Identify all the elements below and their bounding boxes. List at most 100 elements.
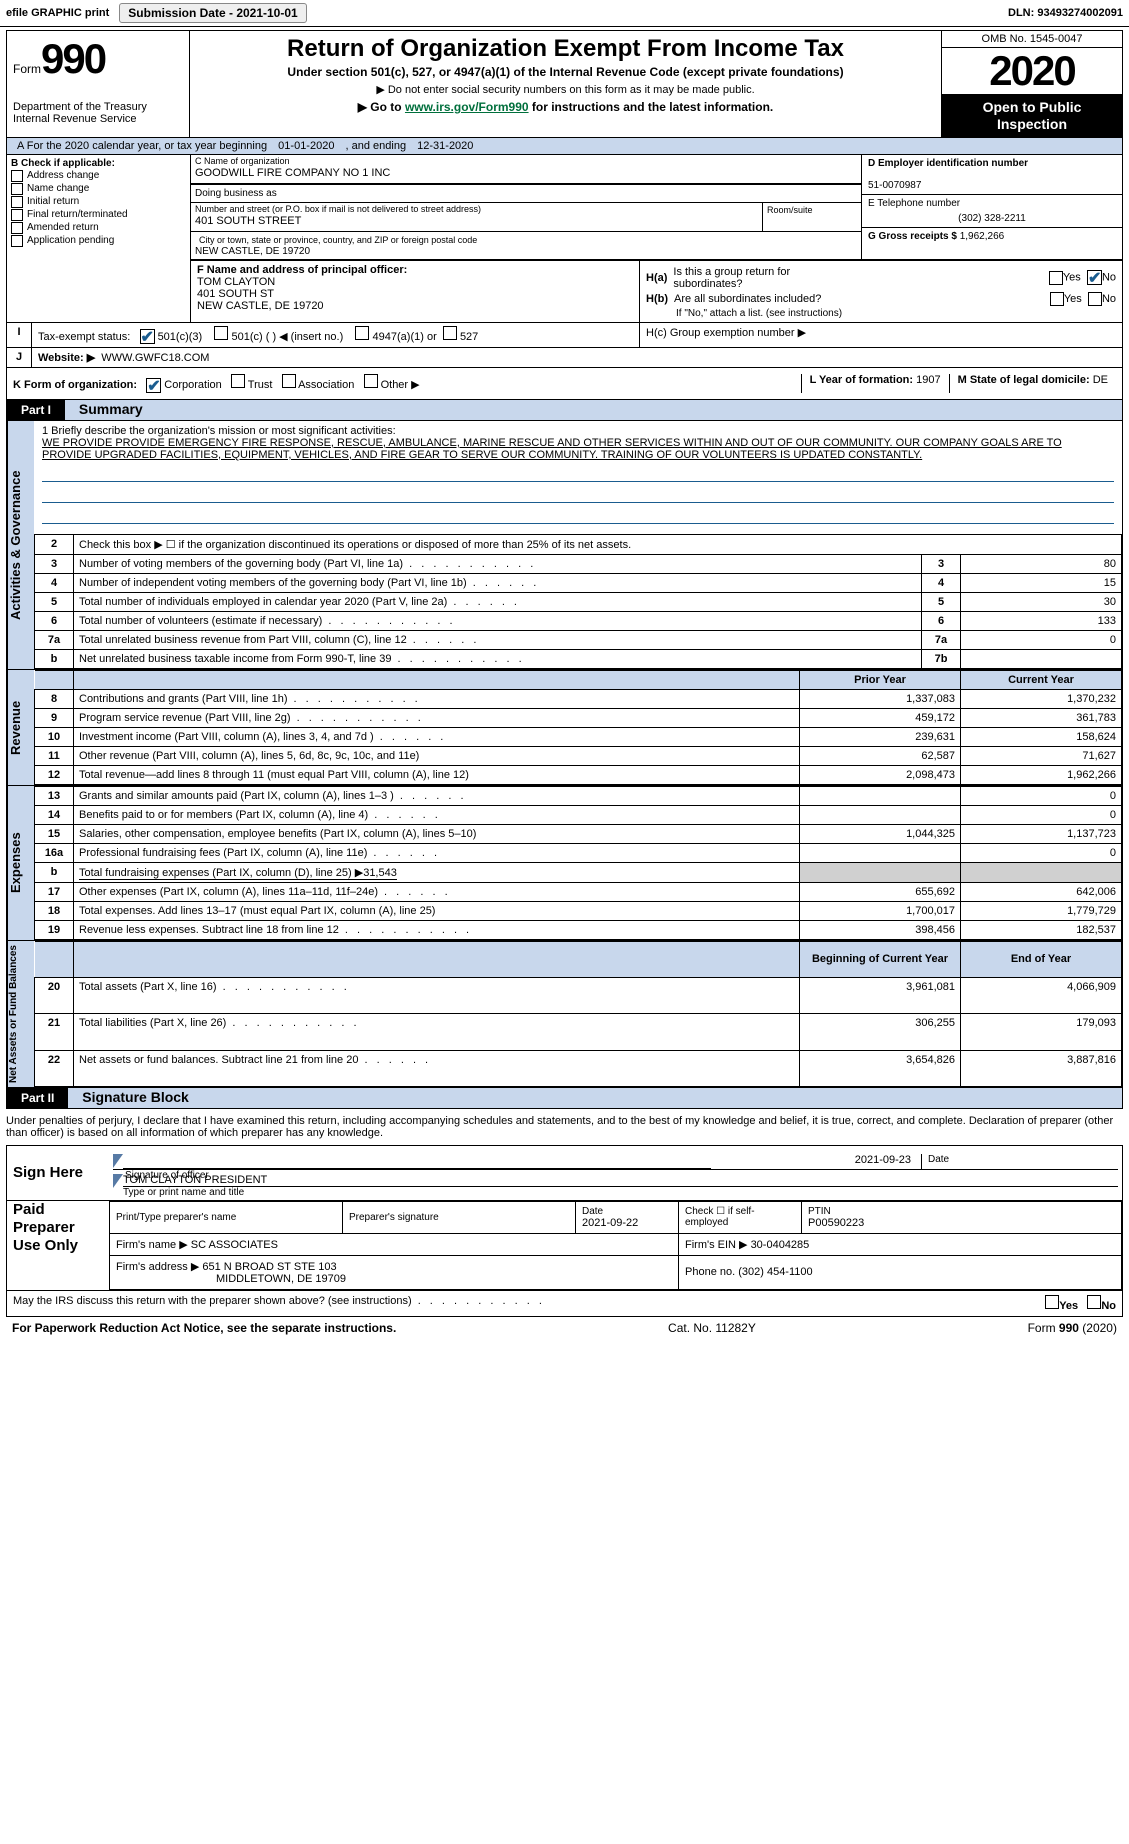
line-6-val: 133 [961, 611, 1122, 630]
room-label: Room/suite [763, 203, 861, 231]
line-20: Total assets (Part X, line 16) [74, 978, 800, 1014]
sign-here-label: Sign Here [7, 1146, 109, 1200]
part1-header: Part I Summary [7, 399, 1122, 421]
dba-label: Doing business as [191, 184, 861, 203]
officer-name: TOM CLAYTON [197, 276, 275, 288]
chk-name-change[interactable] [11, 183, 23, 195]
top-bar: efile GRAPHIC print Submission Date - 20… [0, 0, 1129, 27]
vtab-revenue: Revenue [7, 670, 34, 785]
line-4: Number of independent voting members of … [74, 573, 922, 592]
preparer-table: Print/Type preparer's name Preparer's si… [109, 1201, 1122, 1290]
form-subtitle: Under section 501(c), 527, or 4947(a)(1)… [198, 65, 933, 79]
ha-no[interactable] [1087, 270, 1102, 285]
discuss-yes[interactable] [1045, 1295, 1059, 1309]
paid-preparer-label: Paid Preparer Use Only [7, 1201, 109, 1290]
chk-assoc[interactable] [282, 374, 296, 388]
chk-application-pending[interactable] [11, 235, 23, 247]
self-employed-check[interactable]: Check ☐ if self-employed [679, 1201, 802, 1233]
revenue-table: Prior YearCurrent Year 8Contributions an… [34, 670, 1122, 785]
section-bcde: B Check if applicable: Address change Na… [7, 155, 1122, 322]
declaration-text: Under penalties of perjury, I declare th… [6, 1111, 1123, 1139]
org-name-label: C Name of organization [191, 155, 861, 167]
netassets-table: Beginning of Current YearEnd of Year 20T… [34, 941, 1122, 1087]
line-7b: Net unrelated business taxable income fr… [74, 649, 922, 668]
line-3-val: 80 [961, 554, 1122, 573]
signature-area: Under penalties of perjury, I declare th… [6, 1111, 1123, 1339]
public-inspection: Open to Public Inspection [942, 95, 1122, 137]
org-city: NEW CASTLE, DE 19720 [195, 246, 857, 257]
ein-value: 51-0070987 [868, 180, 921, 191]
line-15: Salaries, other compensation, employee b… [74, 824, 800, 843]
chk-527[interactable] [443, 326, 457, 340]
irs-gov-link[interactable]: www.irs.gov/Form990 [405, 100, 529, 114]
line-7a: Total unrelated business revenue from Pa… [74, 630, 922, 649]
line-7b-val [961, 649, 1122, 668]
paperwork-notice: For Paperwork Reduction Act Notice, see … [12, 1321, 396, 1335]
chk-address-change[interactable] [11, 170, 23, 182]
chk-other[interactable] [364, 374, 378, 388]
firm-ein: 30-0404285 [751, 1239, 810, 1251]
discuss-no[interactable] [1087, 1295, 1101, 1309]
vtab-expenses: Expenses [7, 786, 34, 940]
state-domicile: DE [1093, 374, 1108, 386]
dept-label: Department of the Treasury [13, 101, 183, 113]
omb-label: OMB No. 1545-0047 [942, 31, 1122, 48]
header-right: OMB No. 1545-0047 2020 Open to Public In… [941, 31, 1122, 137]
line-11: Other revenue (Part VIII, column (A), li… [74, 746, 800, 765]
chk-corp[interactable] [146, 378, 161, 393]
line-5: Total number of individuals employed in … [74, 592, 922, 611]
line-9: Program service revenue (Part VIII, line… [74, 708, 800, 727]
prep-date: 2021-09-22 [582, 1217, 638, 1229]
line-18: Total expenses. Add lines 13–17 (must eq… [74, 901, 800, 920]
line-8: Contributions and grants (Part VIII, lin… [74, 689, 800, 708]
website-value: WWW.GWFC18.COM [101, 352, 209, 364]
chk-501c[interactable] [214, 326, 228, 340]
chk-trust[interactable] [231, 374, 245, 388]
chk-4947[interactable] [355, 326, 369, 340]
line-22: Net assets or fund balances. Subtract li… [74, 1050, 800, 1086]
line-10: Investment income (Part VIII, column (A)… [74, 727, 800, 746]
vtab-activities: Activities & Governance [7, 421, 34, 669]
row-k-form-org: K Form of organization: Corporation Trus… [7, 367, 1122, 399]
chk-initial-return[interactable] [11, 196, 23, 208]
chk-amended[interactable] [11, 222, 23, 234]
ptin-value: P00590223 [808, 1217, 864, 1229]
line-4-val: 15 [961, 573, 1122, 592]
chk-final-return[interactable] [11, 209, 23, 221]
header-left: Form 990 Department of the Treasury Inte… [7, 31, 190, 137]
sign-date: 2021-09-23 [855, 1154, 911, 1166]
instructions-link: ▶ Go to www.irs.gov/Form990 for instruct… [198, 100, 933, 114]
mission-text: WE PROVIDE PROVIDE EMERGENCY FIRE RESPON… [42, 437, 1114, 461]
line-2: Check this box ▶ ☐ if the organization d… [74, 534, 1122, 554]
chk-501c3[interactable] [140, 329, 155, 344]
line-12: Total revenue—add lines 8 through 11 (mu… [74, 765, 800, 784]
irs-label: Internal Revenue Service [13, 113, 183, 125]
form-ref: Form 990 (2020) [1028, 1321, 1117, 1335]
discuss-text: May the IRS discuss this return with the… [13, 1295, 545, 1312]
line-7a-val: 0 [961, 630, 1122, 649]
row-i-tax-status: I Tax-exempt status: 501(c)(3) 501(c) ( … [7, 322, 1122, 348]
part2-header: Part II Signature Block [7, 1087, 1122, 1108]
sign-here-row: Sign Here Signature of officer 2021-09-2… [6, 1145, 1123, 1201]
discuss-row: May the IRS discuss this return with the… [6, 1291, 1123, 1317]
ha-yes[interactable] [1049, 271, 1063, 285]
tax-year-begin: 01-01-2020 [278, 140, 334, 152]
submission-date-button[interactable]: Submission Date - 2021-10-01 [119, 3, 306, 23]
hb-note: If "No," attach a list. (see instruction… [646, 308, 1116, 319]
mission-label: 1 Briefly describe the organization's mi… [42, 425, 1114, 437]
line-16b: Total fundraising expenses (Part IX, col… [74, 862, 800, 882]
telephone: (302) 328-2211 [868, 213, 1116, 224]
expenses-table: 13Grants and similar amounts paid (Part … [34, 786, 1122, 940]
ssn-warning: ▶ Do not enter social security numbers o… [198, 83, 933, 96]
tax-year-end: 12-31-2020 [417, 140, 473, 152]
line-19: Revenue less expenses. Subtract line 18 … [74, 920, 800, 939]
line-13: Grants and similar amounts paid (Part IX… [74, 786, 800, 805]
form-number: 990 [41, 35, 105, 83]
hb-no[interactable] [1088, 292, 1102, 306]
line-14: Benefits paid to or for members (Part IX… [74, 805, 800, 824]
right-info-d-g: D Employer identification number51-00709… [861, 155, 1122, 259]
firm-addr1: 651 N BROAD ST STE 103 [202, 1261, 336, 1273]
hc-exemption: H(c) Group exemption number ▶ [639, 323, 1122, 348]
hb-yes[interactable] [1050, 292, 1064, 306]
governance-table: 2Check this box ▶ ☐ if the organization … [34, 534, 1122, 669]
